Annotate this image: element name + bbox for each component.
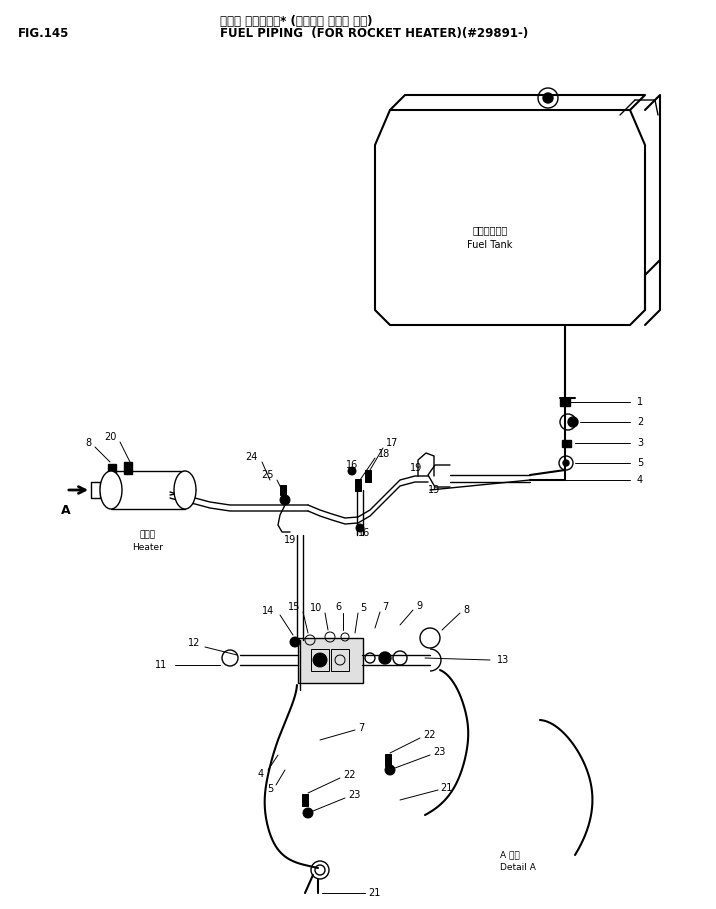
- Circle shape: [348, 467, 356, 475]
- Text: 16: 16: [358, 528, 370, 538]
- Text: 9: 9: [416, 601, 422, 611]
- Text: 8: 8: [86, 438, 92, 448]
- Text: 10: 10: [310, 603, 322, 613]
- Circle shape: [356, 524, 364, 532]
- Text: 23: 23: [348, 790, 360, 800]
- Text: 21: 21: [440, 783, 453, 793]
- Text: 5: 5: [637, 458, 643, 468]
- Text: FIG.145: FIG.145: [18, 27, 69, 40]
- Text: 24: 24: [246, 452, 258, 462]
- Text: 7: 7: [382, 602, 388, 612]
- Bar: [365, 470, 371, 482]
- Circle shape: [290, 637, 300, 647]
- Circle shape: [563, 460, 569, 466]
- Text: フェルタンク: フェルタンク: [473, 225, 508, 235]
- Text: 4: 4: [258, 769, 264, 779]
- Ellipse shape: [174, 471, 196, 509]
- Text: 14: 14: [262, 606, 274, 616]
- Circle shape: [543, 93, 553, 103]
- Bar: [385, 754, 391, 766]
- Bar: [298, 637, 362, 683]
- Text: 16: 16: [346, 460, 358, 470]
- Text: 22: 22: [423, 730, 435, 740]
- Text: 13: 13: [497, 655, 509, 665]
- Ellipse shape: [100, 471, 122, 509]
- Circle shape: [379, 652, 391, 664]
- Text: ヒータ: ヒータ: [140, 531, 156, 540]
- Text: FUEL PIPING  (FOR ROCKET HEATER)(#29891-): FUEL PIPING (FOR ROCKET HEATER)(#29891-): [220, 27, 528, 40]
- Text: 8: 8: [463, 605, 469, 615]
- Circle shape: [385, 765, 395, 775]
- Text: 15: 15: [288, 602, 300, 612]
- Bar: [124, 462, 132, 474]
- Circle shape: [568, 417, 578, 427]
- Bar: [560, 398, 570, 406]
- Text: 3: 3: [637, 438, 643, 448]
- Text: 25: 25: [261, 470, 274, 480]
- Bar: [561, 439, 571, 446]
- Bar: [108, 464, 116, 476]
- Text: フェル パイピング* (ロケット ヒータ ヨウ): フェル パイピング* (ロケット ヒータ ヨウ): [220, 15, 372, 28]
- Text: A 詳図: A 詳図: [500, 851, 520, 860]
- Text: 17: 17: [386, 438, 398, 448]
- Text: 12: 12: [188, 638, 200, 648]
- Text: Detail A: Detail A: [500, 864, 536, 873]
- Text: 11: 11: [155, 660, 167, 670]
- Bar: [331, 649, 349, 671]
- Text: 6: 6: [335, 602, 341, 612]
- Text: 19: 19: [284, 535, 296, 545]
- Circle shape: [280, 495, 290, 505]
- Text: 23: 23: [433, 747, 445, 757]
- Circle shape: [313, 653, 327, 667]
- Circle shape: [303, 808, 313, 818]
- Bar: [355, 479, 361, 491]
- Text: 2: 2: [637, 417, 643, 427]
- Bar: [302, 794, 308, 806]
- Bar: [311, 649, 329, 671]
- Text: A: A: [61, 504, 71, 516]
- Text: 19: 19: [410, 463, 422, 473]
- Text: 22: 22: [343, 770, 356, 780]
- Text: 20: 20: [105, 432, 117, 442]
- Text: 5: 5: [267, 784, 273, 794]
- Text: Heater: Heater: [132, 543, 163, 552]
- Text: 7: 7: [358, 723, 364, 733]
- Text: 5: 5: [360, 603, 367, 613]
- Text: 19: 19: [428, 485, 440, 495]
- Text: 4: 4: [637, 475, 643, 485]
- Text: Fuel Tank: Fuel Tank: [468, 240, 513, 250]
- Text: 21: 21: [368, 888, 380, 898]
- Text: 1: 1: [637, 397, 643, 407]
- Bar: [280, 485, 286, 495]
- Text: 18: 18: [378, 449, 390, 459]
